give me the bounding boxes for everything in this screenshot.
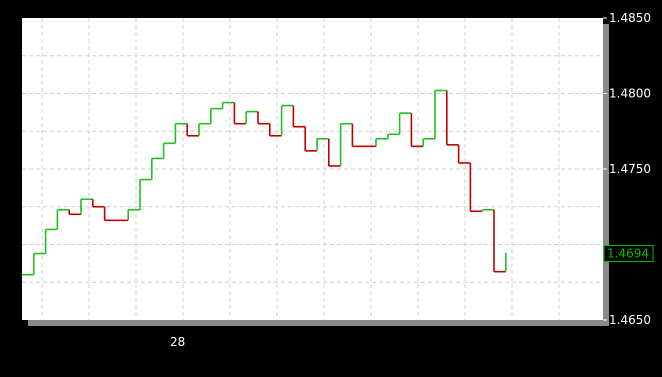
y-tick-label: 1.4650 xyxy=(609,313,651,327)
price-series xyxy=(22,89,507,276)
y-axis: 1.4850 1.4800 1.4750 1.4650 1.4694 xyxy=(603,11,654,327)
last-price-label: 1.4694 xyxy=(607,247,649,261)
x-axis: 28 xyxy=(170,335,185,349)
y-tick-label: 1.4750 xyxy=(609,162,651,176)
y-tick-label: 1.4850 xyxy=(609,11,651,25)
y-tick-label: 1.4800 xyxy=(609,87,651,101)
last-price-badge xyxy=(603,245,654,263)
x-tick-label: 28 xyxy=(170,335,185,349)
grid-lines xyxy=(22,18,603,320)
